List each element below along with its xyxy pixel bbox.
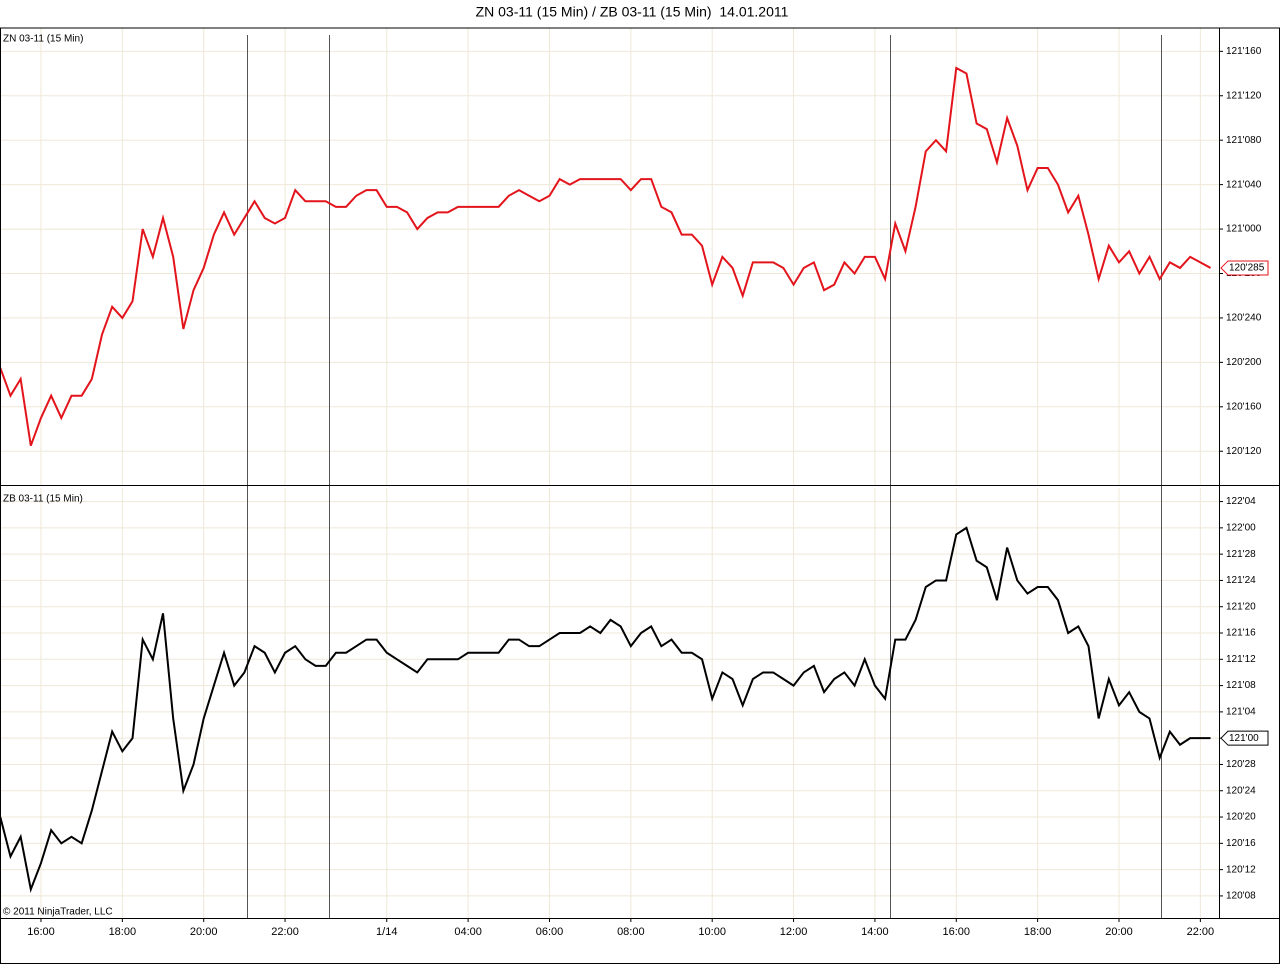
- last-price-label: 120'285: [1229, 263, 1265, 274]
- y-tick-label: 120'160: [1226, 401, 1262, 412]
- y-tick-label: 122'00: [1226, 522, 1256, 533]
- last-price-marker: [1220, 260, 1269, 276]
- panel-label: ZN 03-11 (15 Min): [3, 34, 83, 45]
- y-tick-label: 120'16: [1226, 838, 1256, 849]
- y-tick-label: 121'20: [1226, 601, 1256, 612]
- y-tick-label: 121'040: [1226, 179, 1262, 190]
- chart-title: ZN 03-11 (15 Min) / ZB 03-11 (15 Min) 14…: [476, 4, 789, 20]
- x-tick-label: 04:00: [454, 926, 482, 938]
- x-tick-label: 14:00: [861, 926, 889, 938]
- price-line: [0, 526, 1211, 893]
- y-tick-label: 121'080: [1226, 135, 1262, 146]
- x-tick-label: 22:00: [1187, 926, 1215, 938]
- x-tick-label: 16:00: [27, 926, 55, 938]
- y-tick-label: 121'08: [1226, 680, 1256, 691]
- y-tick-label: 121'12: [1226, 654, 1256, 665]
- label-layer: 16:00 18:00 20:00 22:00 1/14 04:00 06:00 08:00 1…: [3, 34, 1269, 938]
- grid-layer: [0, 28, 1219, 918]
- y-tick-label: 121'04: [1226, 707, 1256, 718]
- copyright: © 2011 NinjaTrader, LLC: [3, 907, 113, 918]
- line-layer: [0, 66, 1212, 893]
- y-tick-label: 120'12: [1226, 864, 1256, 875]
- y-tick-label: 120'08: [1226, 891, 1256, 902]
- last-price-label: 121'00: [1229, 733, 1259, 744]
- x-tick-label: 12:00: [780, 926, 808, 938]
- y-tick-label: 122'04: [1226, 496, 1256, 507]
- y-tick-label: 121'120: [1226, 90, 1262, 101]
- last-price-marker: [1220, 730, 1269, 746]
- y-tick-label: 121'000: [1226, 224, 1262, 235]
- panel-label: ZB 03-11 (15 Min): [3, 494, 83, 505]
- y-tick-label: 121'28: [1226, 549, 1256, 560]
- y-tick-label: 120'200: [1226, 357, 1262, 368]
- session-layer: [247, 35, 1162, 918]
- y-tick-label: 120'120: [1226, 446, 1262, 457]
- x-tick-label: 18:00: [1024, 926, 1052, 938]
- x-tick-label: 06:00: [536, 926, 564, 938]
- y-tick-label: 120'28: [1226, 759, 1256, 770]
- y-tick-label: 120'24: [1226, 785, 1256, 796]
- y-tick-label: 121'160: [1226, 46, 1262, 57]
- x-tick-label: 16:00: [943, 926, 971, 938]
- x-tick-label: 1/14: [376, 926, 397, 938]
- y-tick-label: 120'20: [1226, 812, 1256, 823]
- y-tick-label: 121'24: [1226, 575, 1256, 586]
- plot-layers: 16:00 18:00 20:00 22:00 1/14 04:00 06:00 08:00 1…: [0, 28, 1269, 938]
- x-tick-label: 22:00: [271, 926, 299, 938]
- x-tick-label: 08:00: [617, 926, 645, 938]
- x-tick-label: 20:00: [190, 926, 218, 938]
- x-tick-label: 18:00: [109, 926, 137, 938]
- x-tick-label: 10:00: [698, 926, 726, 938]
- y-tick-label: 120'240: [1226, 313, 1262, 324]
- x-tick-label: 20:00: [1105, 926, 1133, 938]
- price-line: [0, 66, 1212, 447]
- y-tick-label: 121'16: [1226, 628, 1256, 639]
